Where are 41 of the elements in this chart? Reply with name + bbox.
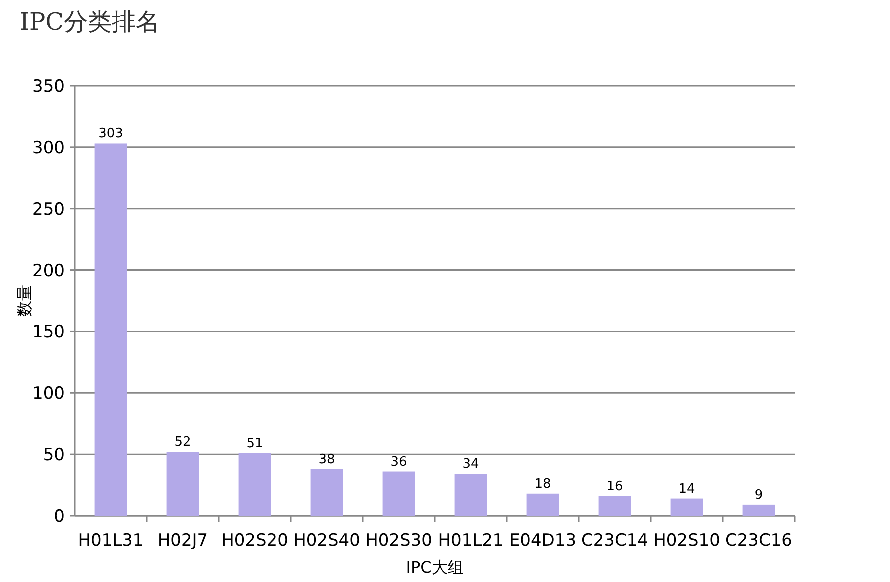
y-tick-label: 50: [43, 446, 65, 466]
data-label: 16: [606, 479, 624, 494]
bar: [166, 452, 200, 516]
bar: [526, 494, 560, 516]
x-tick-label: H02S30: [366, 531, 432, 551]
x-tick-label: H02S40: [294, 531, 360, 551]
data-label: 34: [462, 457, 480, 472]
x-axis-title: IPC大组: [406, 558, 464, 577]
chart-title: IPC分类排名: [20, 8, 160, 36]
bar: [454, 474, 488, 516]
x-tick-label: H01L21: [438, 531, 504, 551]
x-tick-label: H01L31: [78, 531, 144, 551]
bar: [94, 144, 128, 516]
bar: [382, 472, 416, 516]
x-tick-label: E04D13: [509, 531, 577, 551]
bar: [598, 496, 632, 516]
y-tick-label: 150: [32, 322, 65, 343]
x-tick-label: C23C14: [581, 531, 649, 551]
y-axis-title: 数量: [15, 285, 34, 317]
data-label: 18: [534, 476, 552, 492]
data-label: 51: [246, 436, 264, 452]
y-tick-label: 200: [32, 261, 65, 282]
data-label: 36: [390, 454, 408, 470]
y-tick-label: 100: [32, 384, 65, 404]
bar: [670, 498, 704, 516]
x-tick-label: C23C16: [725, 531, 793, 551]
y-tick-label: 0: [54, 507, 65, 527]
data-label: 52: [174, 435, 192, 450]
x-tick-label: H02J7: [158, 531, 208, 551]
bar: [310, 469, 344, 516]
data-label: 303: [98, 126, 124, 142]
data-label: 14: [678, 482, 696, 497]
y-tick-label: 350: [32, 77, 65, 97]
y-tick-label: 300: [32, 138, 65, 158]
data-label: 9: [754, 488, 764, 503]
y-tick-label: 250: [32, 200, 65, 220]
bar: [238, 453, 272, 516]
x-tick-label: H02S20: [222, 531, 288, 551]
data-label: 38: [318, 452, 336, 468]
bar: [742, 504, 776, 516]
x-tick-label: H02S10: [654, 531, 720, 551]
